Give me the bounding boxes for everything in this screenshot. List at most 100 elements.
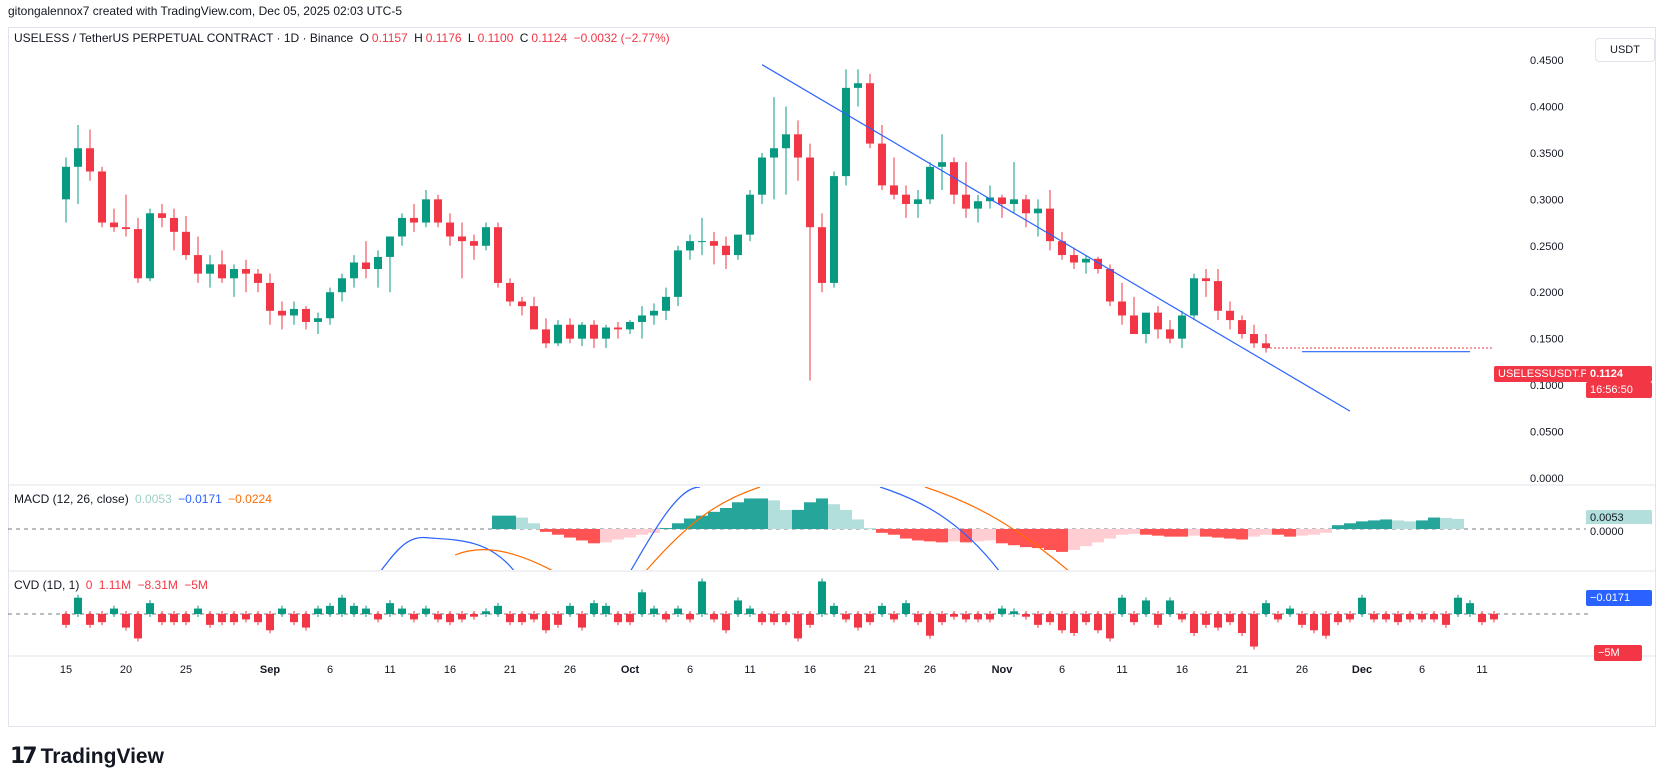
macd-zero-tag: 0.0000 [1586,524,1652,540]
macd-histogram-bar [768,500,780,529]
macd-histogram-bar [624,529,636,538]
macd-histogram-bar [564,529,576,538]
candle-body [722,245,730,256]
candle-body [446,222,454,237]
price-axis-tick-label: 0.0000 [1530,473,1564,485]
macd-histogram-bar [1404,521,1416,529]
candle-body [782,134,790,149]
macd-histogram-bar [1104,529,1116,539]
candle-body [1022,199,1030,214]
macd-histogram-bar [840,509,852,529]
macd-histogram-bar [1200,529,1212,537]
time-axis-tick-label: 21 [1236,664,1248,676]
time-axis-tick-label: Nov [992,664,1014,676]
time-axis-tick-label: 21 [864,664,876,676]
candle-body [434,199,442,223]
candle-body [1214,281,1222,311]
time-axis-tick-label: 26 [1296,664,1308,676]
time-axis-tick-label: 11 [744,664,755,676]
cvd-legend-label[interactable]: CVD (1D, 1) [14,578,80,592]
last-price-tag: 0.1124 [1586,366,1652,382]
candle-body [1142,312,1150,335]
macd-histogram-bar [1320,529,1332,533]
cvd-value-3: −8.31M [137,578,178,592]
price-axis-tick-label: 0.3000 [1530,194,1564,206]
macd-histogram-bar [1428,517,1440,529]
candle-body [62,166,70,200]
candle-body [914,199,922,204]
macd-histogram-bar [1308,529,1320,535]
macd-histogram-bar [900,529,912,539]
close-value: 0.1124 [531,31,568,45]
candle-body [830,176,838,283]
macd-histogram-bar [1116,529,1128,535]
macd-histogram-bar [1392,520,1404,529]
candle-body [374,256,382,269]
macd-histogram-bar [1008,529,1020,546]
candle-body [158,213,166,218]
time-axis-tick-label: Sep [260,664,280,676]
candle-body [566,324,574,339]
macd-histogram-bar [516,517,528,529]
open-label: O [359,31,369,45]
candle-body [554,324,562,344]
candle-body [926,166,934,200]
cvd-value-1: 0 [85,578,93,592]
time-axis-tick-label: 6 [687,664,693,676]
candle-body [998,197,1006,204]
macd-line-value: −0.0171 [178,492,222,506]
candle-body [1154,312,1162,330]
candle-body [338,278,346,293]
cvd-legend: CVD (1D, 1) 0 1.11M −8.31M −5M [14,578,211,592]
currency-unit-button[interactable]: USDT [1595,38,1655,62]
candle-body [254,273,262,283]
candle-body [194,255,202,274]
macd-histogram-bar [1044,529,1056,550]
cvd-value-4: −5M [184,578,208,592]
candle-body [818,227,826,283]
macd-histogram-bar [708,511,720,529]
candle-body [266,282,274,311]
candle-body [974,201,982,209]
macd-histogram-bar [732,502,744,529]
candle-body [170,217,178,232]
tradingview-brand: TradingView [40,744,164,768]
cvd-tag: −5M [1594,645,1642,661]
open-value: 0.1157 [371,31,408,45]
macd-histogram-bar [756,498,768,529]
macd-histogram-bar [600,529,612,543]
price-axis-tick-label: 0.4000 [1530,101,1564,113]
price-axis-tick-label: 0.4500 [1530,55,1564,67]
candle-body [74,148,82,167]
macd-histogram-bar [1416,520,1428,529]
macd-histogram-bar [612,529,624,540]
macd-histogram-bar [576,529,588,541]
candle-body [1238,320,1246,335]
candle-body [1250,334,1258,344]
macd-histogram-bar [876,529,888,533]
candle-body [350,262,358,279]
candle-body [218,264,226,279]
candle-body [278,310,286,316]
candle-body [302,308,310,322]
macd-histogram-bar [816,498,828,529]
macd-histogram-bar [492,515,504,529]
candle-body [326,292,334,319]
macd-histogram-bar [1380,519,1392,529]
macd-histogram-bar [936,529,948,543]
tradingview-footer[interactable]: 17 TradingView [10,744,164,769]
macd-histogram-bar [1440,517,1452,529]
price-legend: USELESS / TetherUS PERPETUAL CONTRACT · … [14,31,673,45]
macd-legend-label[interactable]: MACD (12, 26, close) [14,492,129,506]
candle-body [110,222,118,228]
descending-trendline [761,64,1351,412]
candle-body [146,213,154,279]
time-axis-tick-label: 6 [1059,664,1065,676]
macd-hist-tag: 0.0053 [1586,510,1652,526]
candle-body [758,157,766,195]
candle-body [314,318,322,322]
candle-body [518,301,526,307]
symbol-title[interactable]: USELESS / TetherUS PERPETUAL CONTRACT · … [14,31,354,45]
time-axis-tick-label: 21 [504,664,516,676]
